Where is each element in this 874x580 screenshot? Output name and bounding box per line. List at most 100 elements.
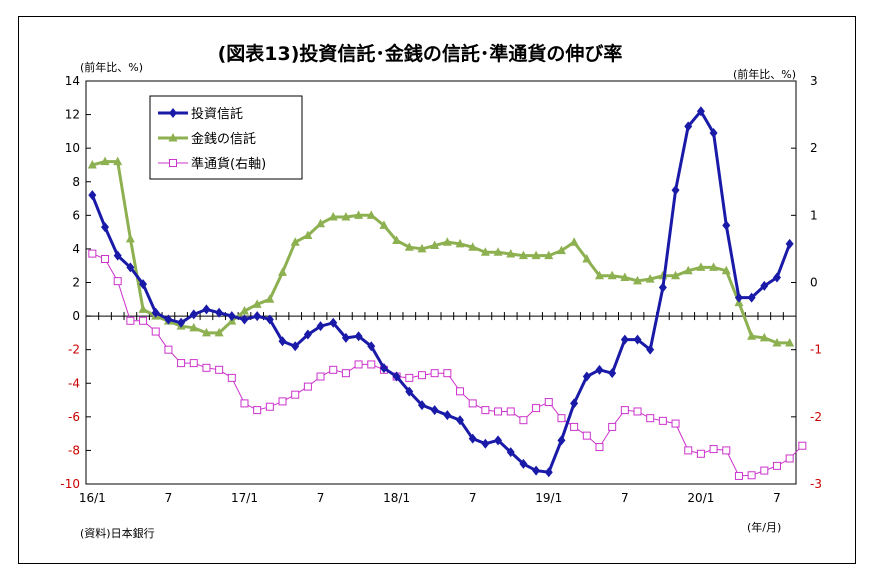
right-tick-label: 0 — [810, 276, 818, 290]
x-axis-unit: (年/月) — [747, 520, 781, 534]
left-tick-label: -4 — [68, 376, 80, 390]
series-point — [481, 438, 490, 449]
series-point — [443, 369, 452, 378]
series-point — [633, 334, 642, 345]
series-point — [405, 386, 414, 397]
series-point — [303, 230, 313, 239]
series-point — [101, 222, 110, 233]
series-point — [138, 304, 148, 313]
series-point — [88, 190, 97, 201]
left-tick-label: 0 — [72, 309, 80, 323]
series-point — [392, 235, 402, 245]
series-point — [139, 316, 148, 325]
series-point — [417, 371, 426, 380]
x-tick-label: 18/1 — [383, 491, 410, 505]
left-tick-label: -8 — [68, 443, 80, 457]
right-axis-unit: (前年比、%) — [733, 67, 796, 81]
series-point — [456, 387, 465, 396]
legend-item: 金銭の信託 — [158, 131, 256, 147]
series-point — [278, 397, 287, 406]
left-tick-label: -6 — [68, 410, 80, 424]
series-point — [240, 314, 249, 325]
series-point — [164, 314, 173, 325]
series-point — [494, 407, 503, 416]
series-point — [341, 332, 350, 343]
series-point — [785, 454, 794, 463]
series-point — [329, 317, 338, 328]
x-tick-label: 16/1 — [79, 491, 106, 505]
series-point — [430, 369, 439, 378]
series-point — [189, 359, 198, 368]
series-point — [531, 250, 541, 260]
series-point — [366, 210, 376, 219]
series-point — [532, 404, 541, 413]
legend-label: 金銭の信託 — [191, 131, 256, 147]
series-point — [747, 292, 756, 303]
series-point — [798, 441, 807, 450]
legend-label: 準通貨(右軸) — [191, 156, 266, 172]
series-point — [169, 159, 177, 167]
series-point — [785, 337, 795, 347]
x-tick-label: 17/1 — [231, 491, 258, 505]
series-point — [202, 363, 211, 372]
left-tick-label: -2 — [68, 343, 80, 357]
series-point — [468, 399, 477, 408]
series-point — [443, 410, 452, 421]
series-point — [518, 250, 528, 260]
series-line — [92, 253, 803, 477]
right-tick-label: 1 — [810, 208, 818, 222]
series-point — [202, 304, 211, 315]
series-point — [101, 254, 110, 263]
series-point — [442, 237, 452, 246]
series-point — [125, 233, 135, 243]
series-point — [633, 275, 643, 285]
series-point — [278, 267, 288, 276]
series-point — [329, 365, 338, 374]
left-tick-label: 14 — [65, 74, 80, 88]
series-point — [595, 443, 604, 452]
series-point — [316, 372, 325, 381]
series-point — [494, 435, 503, 446]
x-tick-label: 7 — [317, 491, 325, 505]
right-tick-label: -2 — [810, 410, 822, 424]
legend-item: 投資信託 — [158, 106, 243, 122]
series-point — [456, 415, 465, 426]
right-tick-label: -3 — [810, 477, 822, 491]
series-point — [544, 467, 553, 478]
series-point — [684, 446, 693, 455]
series-point — [164, 345, 173, 354]
series-point — [291, 390, 300, 399]
left-tick-label: 12 — [65, 108, 80, 122]
series-point — [696, 106, 705, 117]
series-point — [633, 407, 642, 416]
series-point — [684, 121, 693, 132]
legend-item: 準通貨(右軸) — [158, 156, 266, 172]
series-point — [214, 327, 224, 337]
series-point — [430, 405, 439, 416]
series-3 — [88, 249, 807, 480]
series-2 — [87, 156, 795, 347]
series-point — [772, 337, 782, 347]
series-point — [595, 364, 604, 375]
series-point — [506, 447, 515, 458]
series-point — [645, 274, 655, 283]
series-point — [227, 311, 236, 322]
series-point — [468, 242, 478, 251]
right-tick-label: 3 — [810, 74, 818, 88]
series-point — [747, 471, 756, 480]
series-point — [760, 466, 769, 475]
series-point — [747, 331, 757, 340]
right-tick-label: -1 — [810, 343, 822, 357]
series-point — [253, 406, 262, 415]
series-point — [168, 133, 178, 142]
series-point — [646, 344, 655, 355]
series-point — [379, 363, 388, 374]
series-point — [671, 185, 680, 196]
series-point — [582, 253, 592, 263]
series-point — [316, 218, 326, 228]
x-tick-label: 7 — [165, 491, 173, 505]
series-point — [709, 445, 718, 454]
series-point — [722, 446, 731, 455]
left-tick-label: 4 — [72, 242, 80, 256]
